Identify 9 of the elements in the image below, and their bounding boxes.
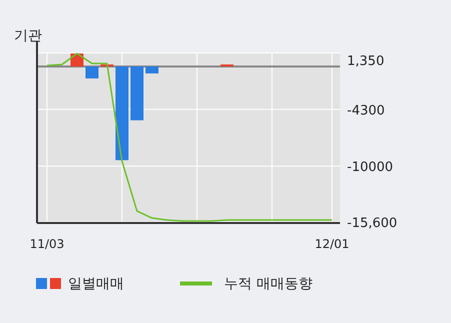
y-tick-label: -10000 [347,160,394,176]
chart-title: 기관 [14,28,42,44]
x-tick-label: 12/01 [314,237,350,251]
y-tick-label: 1,350 [347,54,384,69]
y-tick-label: -15,600 [347,216,398,231]
legend-label: 누적 매매동향 [224,276,312,292]
x-tick-label: 11/03 [30,237,64,251]
legend-label: 일별매매 [68,276,124,292]
y-tick-label: -4300 [347,103,385,118]
